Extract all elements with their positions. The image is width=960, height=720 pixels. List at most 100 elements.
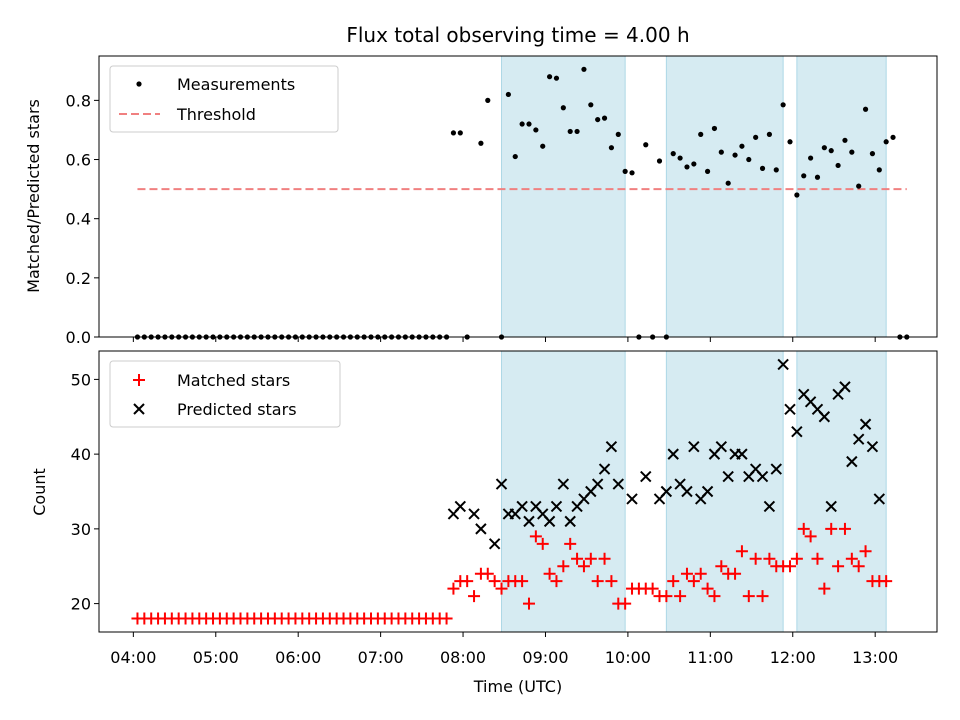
measurement-point	[759, 165, 766, 171]
matched-star-point	[694, 567, 707, 580]
matched-star-point	[522, 597, 535, 610]
matched-star-point	[880, 575, 893, 588]
legend-label-threshold: Threshold	[176, 105, 256, 124]
predicted-star-point	[598, 463, 611, 475]
measurement-point	[890, 134, 896, 140]
x-tick-label: 07:00	[358, 648, 404, 667]
predicted-star-point	[454, 500, 467, 513]
predicted-star-point	[605, 440, 618, 453]
measurement-point	[512, 153, 518, 160]
matched-star-point	[529, 530, 542, 543]
measurement-point	[450, 130, 457, 136]
y-tick-label: 40	[71, 445, 91, 464]
matched-star-point	[756, 590, 769, 603]
measurement-point	[505, 91, 511, 98]
matched-star-point	[674, 590, 687, 603]
matched-star-point	[660, 590, 673, 603]
plot-frame	[98, 55, 938, 338]
measurement-point	[773, 167, 779, 173]
x-tick-label: 13:00	[852, 648, 898, 667]
matched-star-point	[543, 567, 556, 580]
y-axis-label: Matched/Predicted stars	[24, 99, 43, 293]
observing-window	[501, 55, 626, 338]
legend-marker-predicted	[133, 403, 145, 415]
predicted-star-point	[825, 500, 837, 513]
predicted-star-point	[564, 515, 576, 528]
measurement-point	[457, 130, 463, 136]
matched-star-point	[481, 567, 494, 580]
measurement-point	[808, 155, 814, 161]
y-tick-label: 50	[71, 370, 91, 389]
predicted-star-point	[681, 485, 693, 498]
observing-window	[665, 350, 784, 633]
measurement-point	[732, 152, 738, 158]
y-ticks: 20 30 40 50	[71, 370, 99, 614]
matched-star-point	[763, 552, 776, 565]
predicted-star-point	[612, 478, 624, 490]
matched-star-point	[818, 582, 831, 595]
predicted-star-point	[715, 440, 728, 453]
predicted-star-point	[516, 500, 528, 513]
x-axis-label: Time (UTC)	[473, 677, 562, 696]
matched-star-point	[729, 567, 742, 580]
matched-star-point	[701, 582, 714, 595]
predicted-star-point	[626, 493, 638, 505]
matched-star-point	[564, 537, 577, 550]
predicted-star-point	[770, 463, 782, 475]
legend-box	[109, 65, 339, 133]
predicted-star-point	[468, 508, 480, 520]
legend-label-measurements: Measurements	[177, 75, 295, 94]
measurement-point	[595, 116, 601, 123]
observing-windows	[501, 350, 887, 633]
matched-star-point	[680, 567, 693, 580]
measurement-point	[485, 97, 491, 103]
predicted-star-point	[736, 448, 748, 460]
x-tick-label: 06:00	[275, 648, 321, 667]
matched-star-point	[605, 575, 618, 588]
x-tick-label: 10:00	[605, 648, 651, 667]
measurement-point	[643, 142, 649, 148]
predicted-star-point	[839, 381, 851, 393]
matched-star-point	[687, 575, 700, 588]
matched-star-point	[516, 575, 529, 588]
measurement-point	[856, 183, 862, 189]
predicted-star-point	[557, 478, 570, 490]
x-tick-label: 11:00	[687, 648, 733, 667]
measurement-point	[842, 137, 848, 143]
legend-box	[109, 360, 341, 428]
measurement-point	[608, 145, 615, 151]
matched-star-point	[646, 582, 659, 595]
matched-star-point	[832, 560, 845, 573]
measurement-point	[814, 174, 821, 180]
predicted-star-point	[550, 500, 563, 513]
predicted-star-point	[640, 470, 652, 483]
matched-star-point	[804, 530, 817, 543]
measurement-point	[656, 158, 663, 164]
matched-star-point	[550, 575, 563, 588]
matched-star-point	[468, 590, 481, 603]
x-tick-label: 04:00	[110, 648, 156, 667]
matched-star-point	[591, 575, 604, 588]
measurement-point	[519, 121, 525, 127]
predicted-star-point	[488, 538, 501, 550]
predicted-star-point	[784, 403, 796, 416]
predicted-star-point	[866, 440, 879, 453]
legend: Measurements Threshold	[109, 65, 339, 133]
measurement-point	[753, 134, 759, 140]
measurement-point	[560, 105, 566, 111]
predicted-star-point	[722, 470, 734, 483]
matched-star-point	[557, 560, 570, 573]
measurement-point	[478, 140, 484, 146]
x-tick-label: 12:00	[770, 648, 816, 667]
measurement-point	[553, 75, 560, 81]
predicted-star-point	[495, 478, 508, 490]
matched-star-point	[447, 582, 460, 595]
predicted-star-point	[660, 485, 673, 498]
y-tick-label: 0.2	[66, 269, 91, 288]
measurement-point	[698, 131, 704, 137]
matched-star-point	[708, 590, 721, 603]
predicted-star-point	[667, 448, 679, 460]
legend: Matched stars Predicted stars	[109, 360, 341, 428]
measurement-point	[862, 106, 869, 112]
y-tick-label: 0.0	[66, 328, 91, 347]
